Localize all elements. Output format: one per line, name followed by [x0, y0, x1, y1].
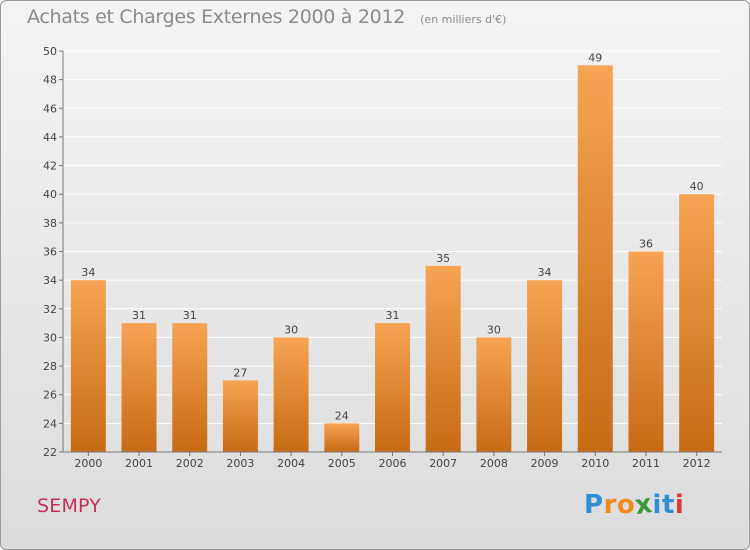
y-tick-label: 22 [43, 446, 57, 459]
logo-letter: i [652, 490, 662, 520]
x-tick-label: 2012 [683, 457, 711, 470]
data-label: 36 [639, 238, 653, 251]
axes: 22 24 26 28 30 32 34 36 38 40 42 44 46 48 50 2000 2001 20… [43, 45, 722, 470]
data-label: 31 [132, 309, 146, 322]
y-tick-label: 28 [43, 360, 57, 373]
data-label: 31 [386, 309, 400, 322]
y-tick-label: 24 [43, 417, 57, 430]
x-tick-label: 2007 [429, 457, 457, 470]
data-label: 34 [81, 266, 95, 279]
x-tick-label: 2005 [328, 457, 356, 470]
data-label: 40 [690, 180, 704, 193]
data-label: 30 [487, 323, 501, 336]
bar-2004 [273, 337, 309, 452]
logo-letter: t [661, 490, 675, 520]
x-tick-label: 2011 [632, 457, 660, 470]
bar-2008 [476, 337, 512, 452]
y-tick-label: 48 [43, 74, 57, 87]
x-tick-label: 2000 [74, 457, 102, 470]
bar-2011 [628, 251, 664, 452]
data-label: 49 [588, 51, 602, 64]
y-tick-label: 36 [43, 246, 57, 259]
y-tick-label: 42 [43, 160, 57, 173]
chart-unit: (en milliers d'€) [420, 13, 507, 26]
logo-letter: r [603, 490, 617, 520]
data-label: 27 [233, 366, 247, 379]
y-tick-label: 34 [43, 274, 57, 287]
bar-2012 [679, 194, 715, 452]
logo-letter: i [674, 490, 685, 520]
y-tick-label: 40 [43, 188, 57, 201]
y-tick-label: 44 [43, 131, 57, 144]
y-tick-label: 26 [43, 389, 57, 402]
bar-2010 [577, 65, 613, 453]
x-tick-label: 2010 [581, 457, 609, 470]
x-tick-label: 2001 [125, 457, 153, 470]
data-label: 24 [335, 409, 349, 422]
y-tick-label: 30 [43, 331, 57, 344]
bar-2001 [121, 323, 157, 452]
logo-letter: P [584, 490, 604, 520]
bar-2005 [324, 423, 360, 452]
x-tick-label: 2004 [277, 457, 305, 470]
bar-2000 [70, 280, 106, 452]
title-row: Achats et Charges Externes 2000 à 2012 (… [27, 6, 506, 28]
x-tick-label: 2006 [379, 457, 407, 470]
bar-2009 [527, 280, 563, 452]
bar-2007 [425, 265, 461, 452]
x-tick-label: 2003 [226, 457, 254, 470]
proxiti-logo[interactable]: Proxiti [584, 488, 685, 522]
data-label: 34 [538, 266, 552, 279]
y-tick-label: 38 [43, 217, 57, 230]
chart-title: Achats et Charges Externes 2000 à 2012 [27, 6, 406, 28]
logo-letter: x [633, 488, 655, 522]
town-name: SEMPY [37, 495, 102, 517]
x-tick-label: 2009 [531, 457, 559, 470]
data-label: 31 [183, 309, 197, 322]
logo-letter: o [616, 490, 636, 520]
bar-2006 [375, 323, 410, 452]
y-tick-label: 46 [43, 102, 57, 115]
data-label: 35 [436, 252, 450, 265]
bar-2002 [172, 323, 208, 452]
bars: 34 31 31 27 30 24 31 35 30 34 49 36 40 [70, 51, 715, 453]
x-tick-label: 2008 [480, 457, 508, 470]
y-tick-label: 32 [43, 303, 57, 316]
data-label: 30 [284, 323, 298, 336]
y-tick-label: 50 [43, 45, 57, 58]
x-tick-label: 2002 [176, 457, 204, 470]
bar-2003 [222, 380, 258, 452]
